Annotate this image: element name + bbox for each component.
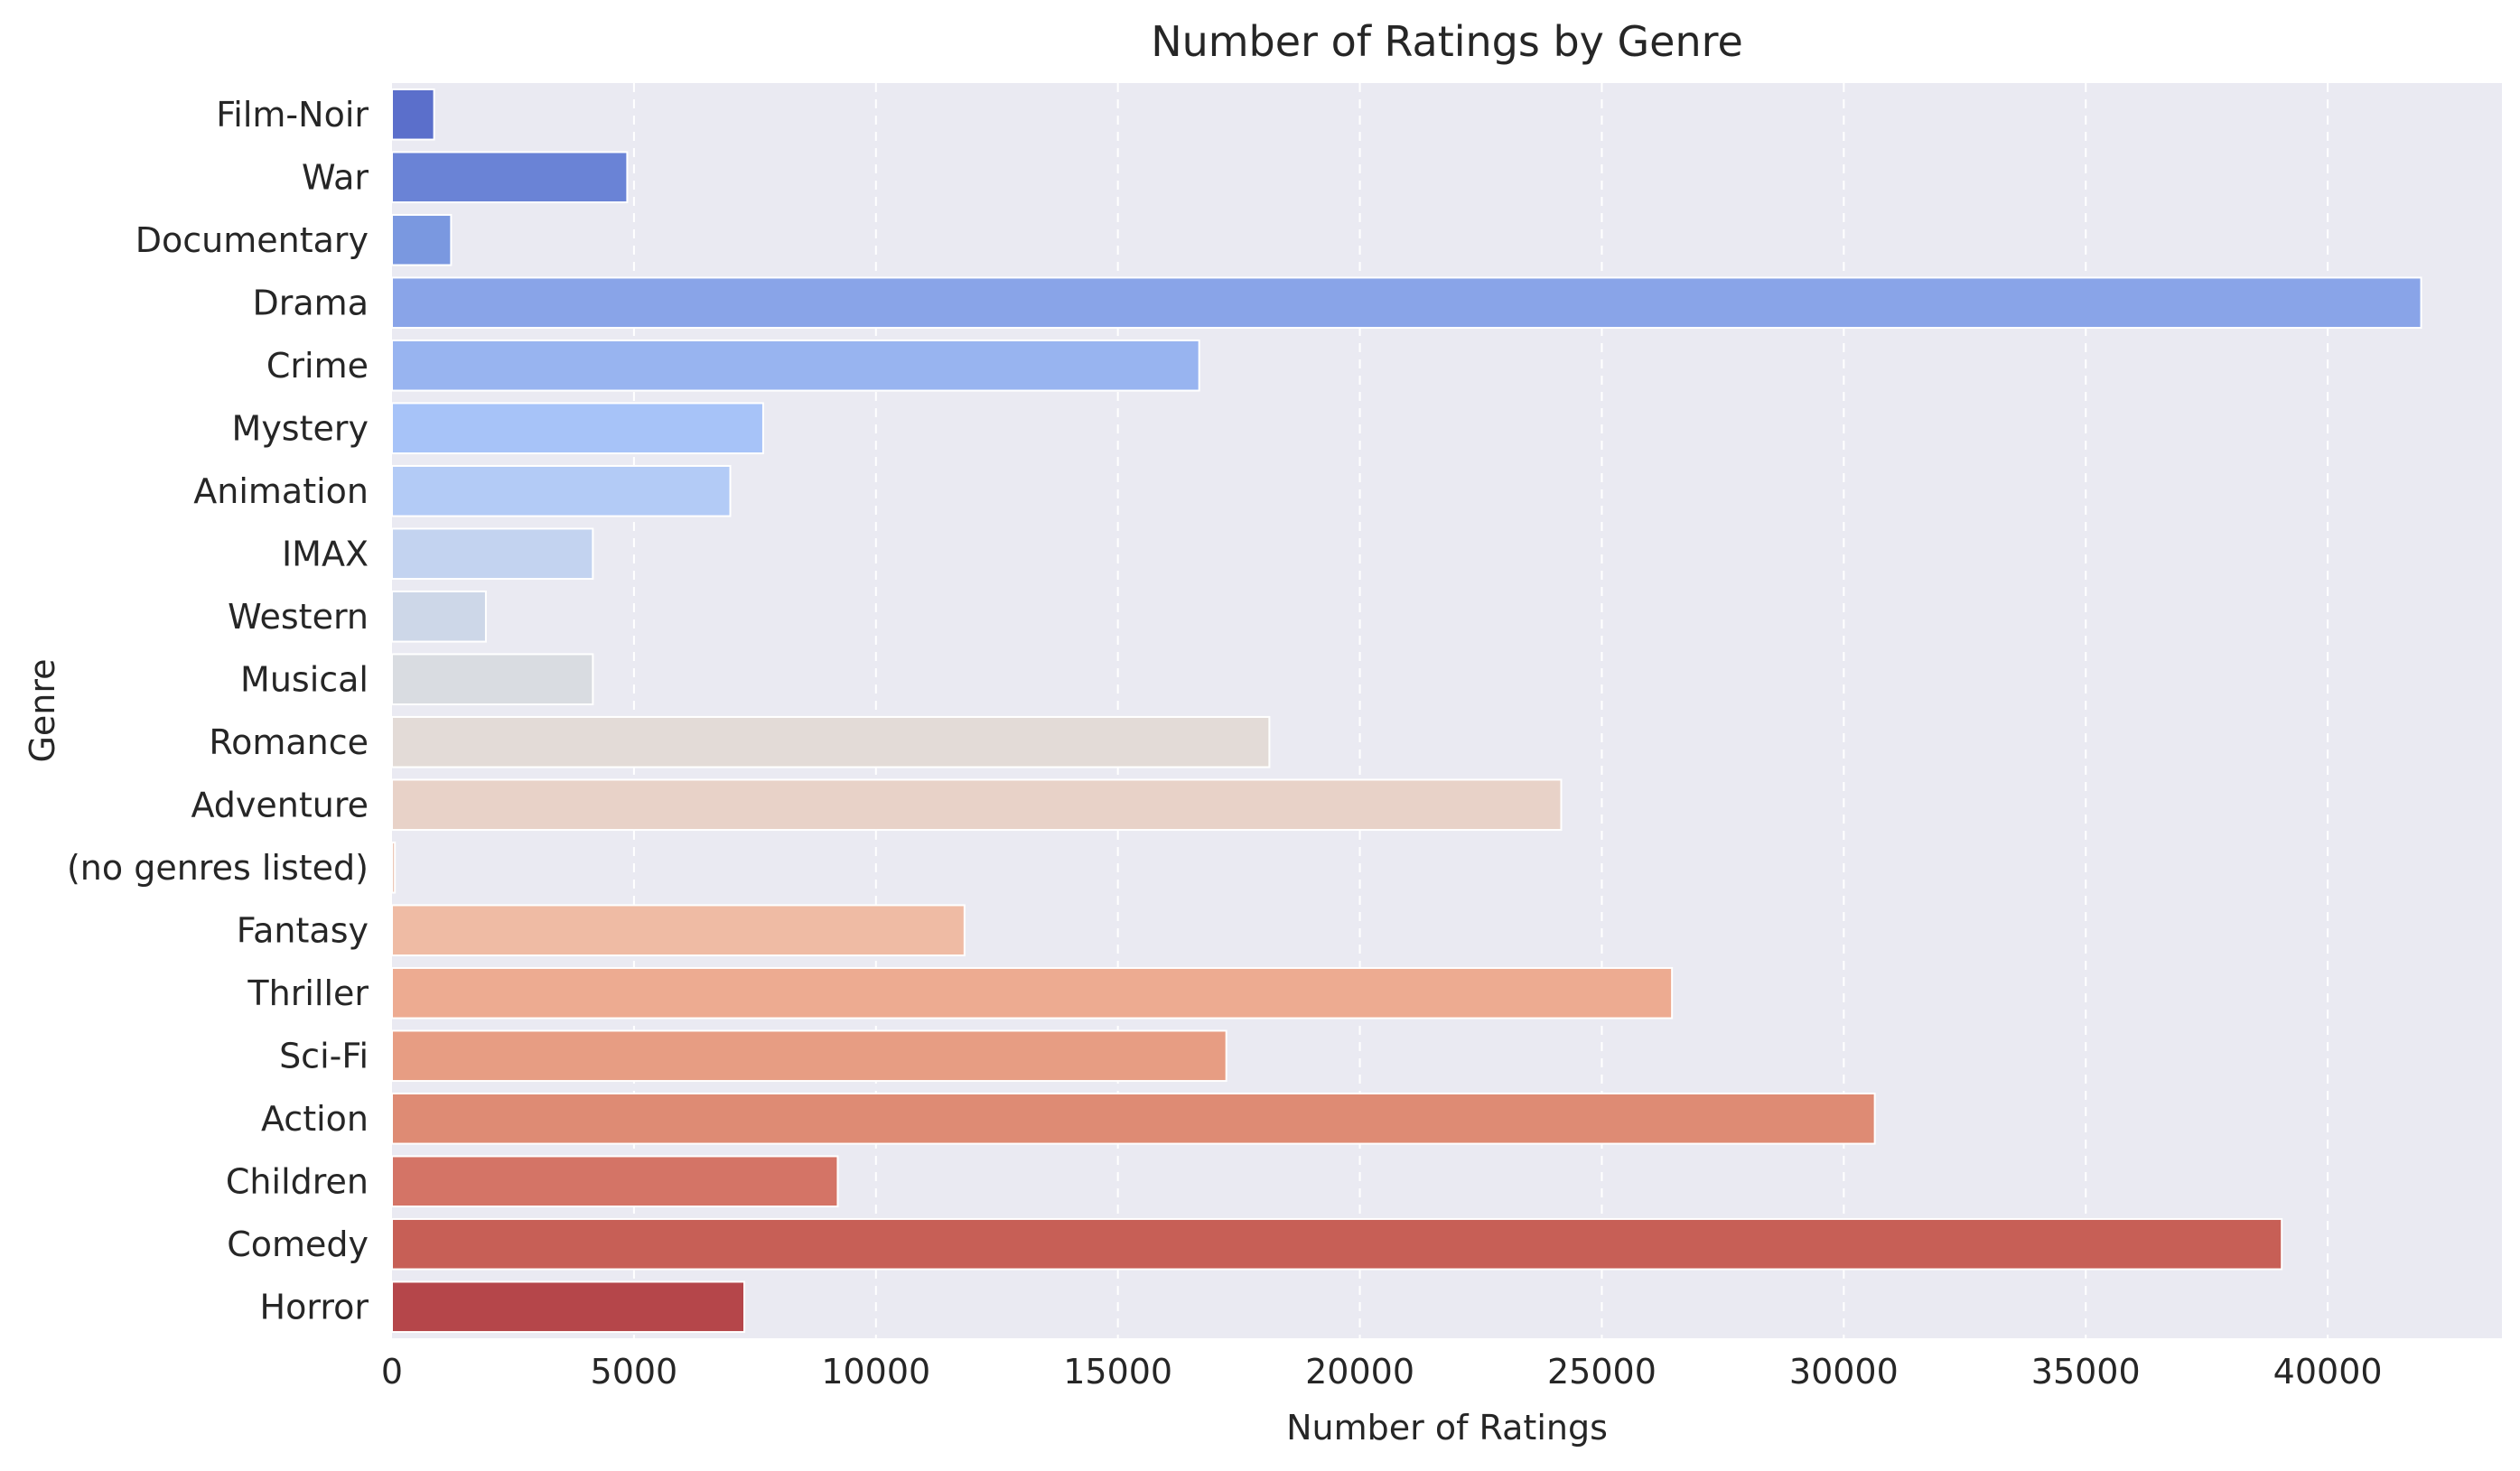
bar-thriller xyxy=(391,966,1674,1019)
bar-documentary xyxy=(391,213,453,266)
category-label: Crime xyxy=(266,346,369,386)
bar-action xyxy=(391,1092,1876,1145)
bar-no-genres-listed xyxy=(391,841,397,894)
x-tick-label: 35000 xyxy=(2031,1352,2141,1392)
category-labels: Film-Noir War Documentary Drama Crime Mystery… xyxy=(67,95,369,1327)
x-axis-title: Number of Ratings xyxy=(1286,1408,1608,1448)
bar-mystery xyxy=(391,402,764,455)
category-label: War xyxy=(302,157,369,197)
bar-comedy xyxy=(391,1217,2283,1271)
bar-crime xyxy=(391,339,1200,392)
bar-film-noir xyxy=(391,88,435,141)
bar-animation xyxy=(391,464,732,517)
category-label: Horror xyxy=(260,1287,369,1327)
category-label: Action xyxy=(261,1099,369,1139)
category-label: Documentary xyxy=(135,220,369,260)
bar-sci-fi xyxy=(391,1029,1227,1083)
category-label: Children xyxy=(226,1161,369,1201)
category-label: Sci-Fi xyxy=(279,1036,369,1075)
category-label: Adventure xyxy=(191,785,369,824)
category-label: Animation xyxy=(193,471,369,511)
category-label: Musical xyxy=(240,659,369,699)
bar-children xyxy=(391,1155,839,1208)
category-label: Film-Noir xyxy=(216,95,369,135)
category-label: Western xyxy=(228,597,369,637)
bars xyxy=(391,88,2422,1334)
x-tick-label: 5000 xyxy=(591,1352,678,1392)
category-label: Mystery xyxy=(232,408,369,448)
category-label: Comedy xyxy=(227,1224,369,1264)
bar-war xyxy=(391,151,629,204)
category-label: Drama xyxy=(253,283,369,322)
x-tick-label: 20000 xyxy=(1305,1352,1414,1392)
bar-adventure xyxy=(391,778,1563,832)
x-tick-label: 40000 xyxy=(2273,1352,2383,1392)
x-tick-label: 25000 xyxy=(1547,1352,1657,1392)
category-label: (no genres listed) xyxy=(67,848,369,888)
y-axis-title: Genre xyxy=(23,658,62,762)
category-label: Thriller xyxy=(247,973,369,1013)
x-tick-label: 10000 xyxy=(821,1352,930,1392)
category-label: Romance xyxy=(209,722,369,762)
bar-imax xyxy=(391,527,594,581)
x-tick-label: 30000 xyxy=(1789,1352,1899,1392)
bar-musical xyxy=(391,653,594,706)
bar-fantasy xyxy=(391,904,966,957)
bar-romance xyxy=(391,715,1271,768)
bar-western xyxy=(391,590,487,643)
plot-background xyxy=(392,83,2502,1338)
bar-drama xyxy=(391,276,2422,330)
x-tick-label: 0 xyxy=(381,1352,403,1392)
bar-horror xyxy=(391,1280,746,1334)
x-tick-labels: 0 5000 10000 15000 20000 25000 30000 35000 40000 xyxy=(381,1352,2383,1392)
x-tick-label: 15000 xyxy=(1063,1352,1172,1392)
category-label: Fantasy xyxy=(237,910,369,950)
category-label: IMAX xyxy=(282,534,369,573)
chart-title: Number of Ratings by Genre xyxy=(1151,17,1743,66)
